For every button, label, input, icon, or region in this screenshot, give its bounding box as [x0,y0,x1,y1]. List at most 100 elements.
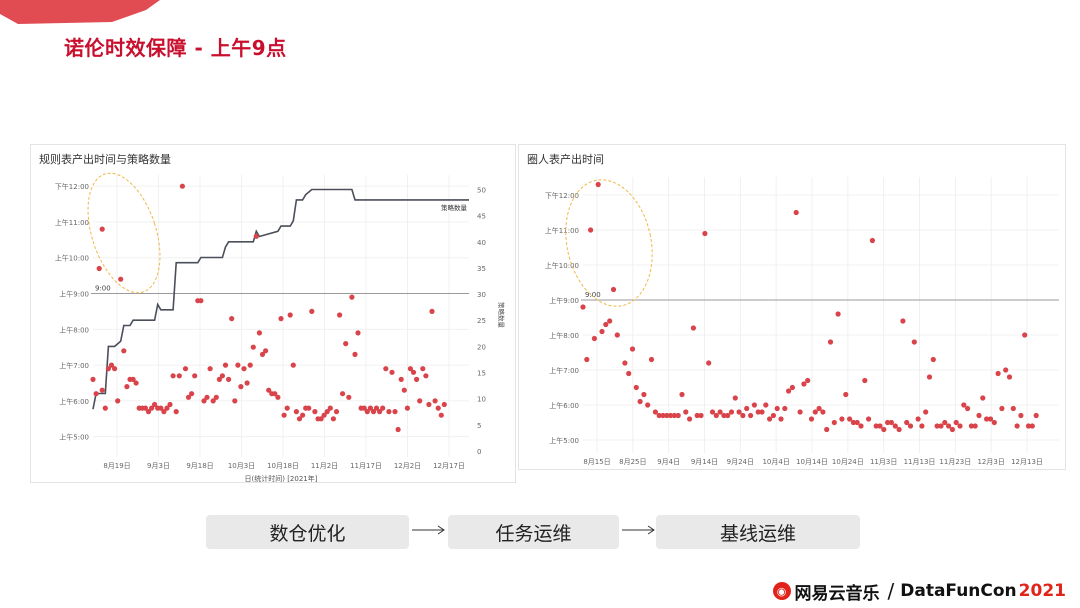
scatter-point [226,376,232,382]
scatter-point [241,366,247,372]
y-tick-label: 下午12:00 [545,191,579,200]
chart-panel-crowd: 圈人表产出时间 上午5:00 上午6:00 上午7:00 上午8:00 上午9:00 上午1… [518,144,1066,470]
scatter-point [614,332,620,338]
scatter-point [395,426,401,433]
flow-step-warehouse-optimization: 数仓优化 [206,515,409,549]
scatter-point [247,362,253,368]
scatter-point [383,366,389,372]
y-tick-label: 下午12:00 [55,182,89,191]
scatter-point [410,369,417,375]
x-tick-label: 10月4日 [762,458,789,466]
scatter-point [786,388,792,394]
chart-panel-rules: 规则表产出时间与策略数量 上午5:00 上午6:00 上午7:00 上午8:00 上午9:… [30,144,516,483]
scatter-point [926,374,933,380]
y-tick-label: 上午11:00 [545,226,579,235]
scatter-point [438,412,444,418]
scatter-point [645,402,651,408]
y-tick-label: 上午9:00 [59,290,89,299]
scatter-point [222,362,229,368]
chart-title: 圈人表产出时间 [527,152,604,166]
scatter-point [90,376,96,382]
scatter-point [349,294,355,300]
scatter-point [907,423,914,429]
scatter-point [782,405,788,412]
scatter-point [683,409,689,415]
y2-tick-label: 20 [477,343,486,351]
scatter-point [778,416,784,422]
x-tick-label: 8月19日 [103,462,130,470]
scatter-point [423,373,429,379]
scatter-point [976,412,982,419]
y2-tick-label: 10 [477,396,486,404]
scatter-point [748,412,754,419]
reference-line-label: 9:00 [95,285,111,293]
scatter-point [333,409,340,415]
scatter-point [702,230,708,237]
scatter-point [121,348,127,354]
scatter-point [207,366,213,372]
x-tick-label: 9月14日 [691,458,718,466]
scatter-point [235,362,241,368]
scatter-point [266,387,272,393]
scatter-point [637,398,643,405]
scatter-point [591,335,597,342]
scatter-point [656,412,662,419]
brand-name: 网易云音乐 [794,583,880,604]
scatter-point [300,412,306,418]
scatter-point [961,402,967,408]
y2-tick-label: 50 [477,186,486,194]
separator: / [887,579,895,603]
scatter-point [343,341,349,347]
scatter-point [607,318,613,324]
y-tick-label: 上午7:00 [549,366,579,375]
conference-year: 2021 [1018,581,1066,601]
scatter-point [755,409,761,415]
scatter-point [648,356,655,363]
y-tick-label: 上午5:00 [59,433,89,442]
scatter-point [164,405,170,411]
scatter-point [306,405,312,411]
scatter-point [287,312,293,318]
scatter-point [373,405,380,411]
scatter-point [1006,374,1013,380]
scatter-point [968,423,974,429]
x-tick-label: 9月4日 [657,458,680,466]
scatter-point [694,412,700,419]
scatter-point [671,412,677,419]
scatter-point [984,416,990,422]
scatter-point [877,423,883,429]
y2-tick-label: 40 [477,239,486,247]
arrow-right-icon [622,525,655,535]
scatter-point [763,402,769,408]
x-tick-label: 11月3日 [870,458,897,466]
scatter-point [751,402,757,408]
y2-tick-label: 15 [477,370,486,378]
flow-step-label: 任务运维 [495,522,572,545]
scatter-point [923,409,929,415]
scatter-point [256,330,262,336]
scatter-point [1029,423,1035,429]
y-tick-label: 上午6:00 [549,401,579,410]
flow-step-task-ops: 任务运维 [448,515,619,549]
x-axis-label: 日(统计时间) [2021年] [245,474,318,482]
scatter-point [808,416,815,422]
scatter-point [290,362,296,368]
scatter-point [1018,412,1024,419]
scatter-point [1033,412,1039,419]
scatter-point [675,412,681,419]
scatter-point [652,409,658,415]
scatter-point [210,398,216,404]
x-tick-label: 12月3日 [977,458,1004,466]
scatter-point [133,380,139,386]
scatter-point [432,398,438,404]
y-tick-label: 上午7:00 [59,361,89,370]
scatter-point [389,369,395,375]
x-tick-label: 11月13日 [904,458,936,466]
scatter-point [896,426,902,433]
scatter-point [426,401,432,408]
scatter-point [599,328,605,335]
scatter-point [118,276,124,282]
scatter-point [404,405,410,411]
